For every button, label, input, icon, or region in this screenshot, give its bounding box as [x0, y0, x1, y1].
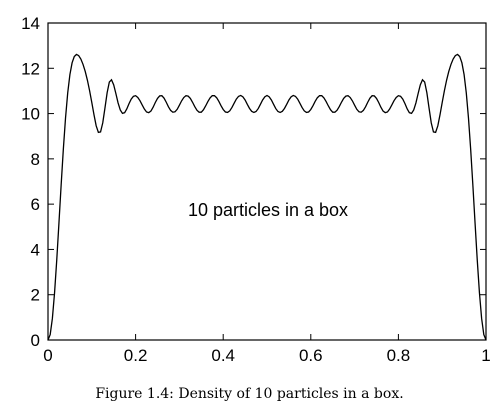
- y-tick-label: 2: [31, 286, 40, 305]
- x-tick-label: 1: [481, 346, 490, 365]
- y-tick-label: 8: [31, 150, 40, 169]
- figure-caption: Figure 1.4: Density of 10 particles in a…: [95, 386, 404, 402]
- x-tick-label: 0.2: [124, 346, 148, 365]
- y-tick-label: 6: [31, 195, 40, 214]
- plot-frame: [47, 22, 487, 341]
- y-tick-label: 12: [21, 59, 40, 78]
- x-tick-label: 0.4: [211, 346, 235, 365]
- x-tick-label: 0.6: [299, 346, 323, 365]
- x-tick-label: 0.8: [387, 346, 411, 365]
- x-tick-label: 0: [43, 346, 52, 365]
- density-curve: [47, 53, 487, 341]
- y-tick-label: 10: [21, 105, 40, 124]
- chart-annotation: 10 particles in a box: [188, 200, 348, 220]
- y-tick-label: 14: [21, 14, 40, 33]
- y-tick-label: 0: [31, 331, 40, 350]
- y-tick-label: 4: [31, 240, 40, 259]
- axis-ticks: [47, 22, 487, 341]
